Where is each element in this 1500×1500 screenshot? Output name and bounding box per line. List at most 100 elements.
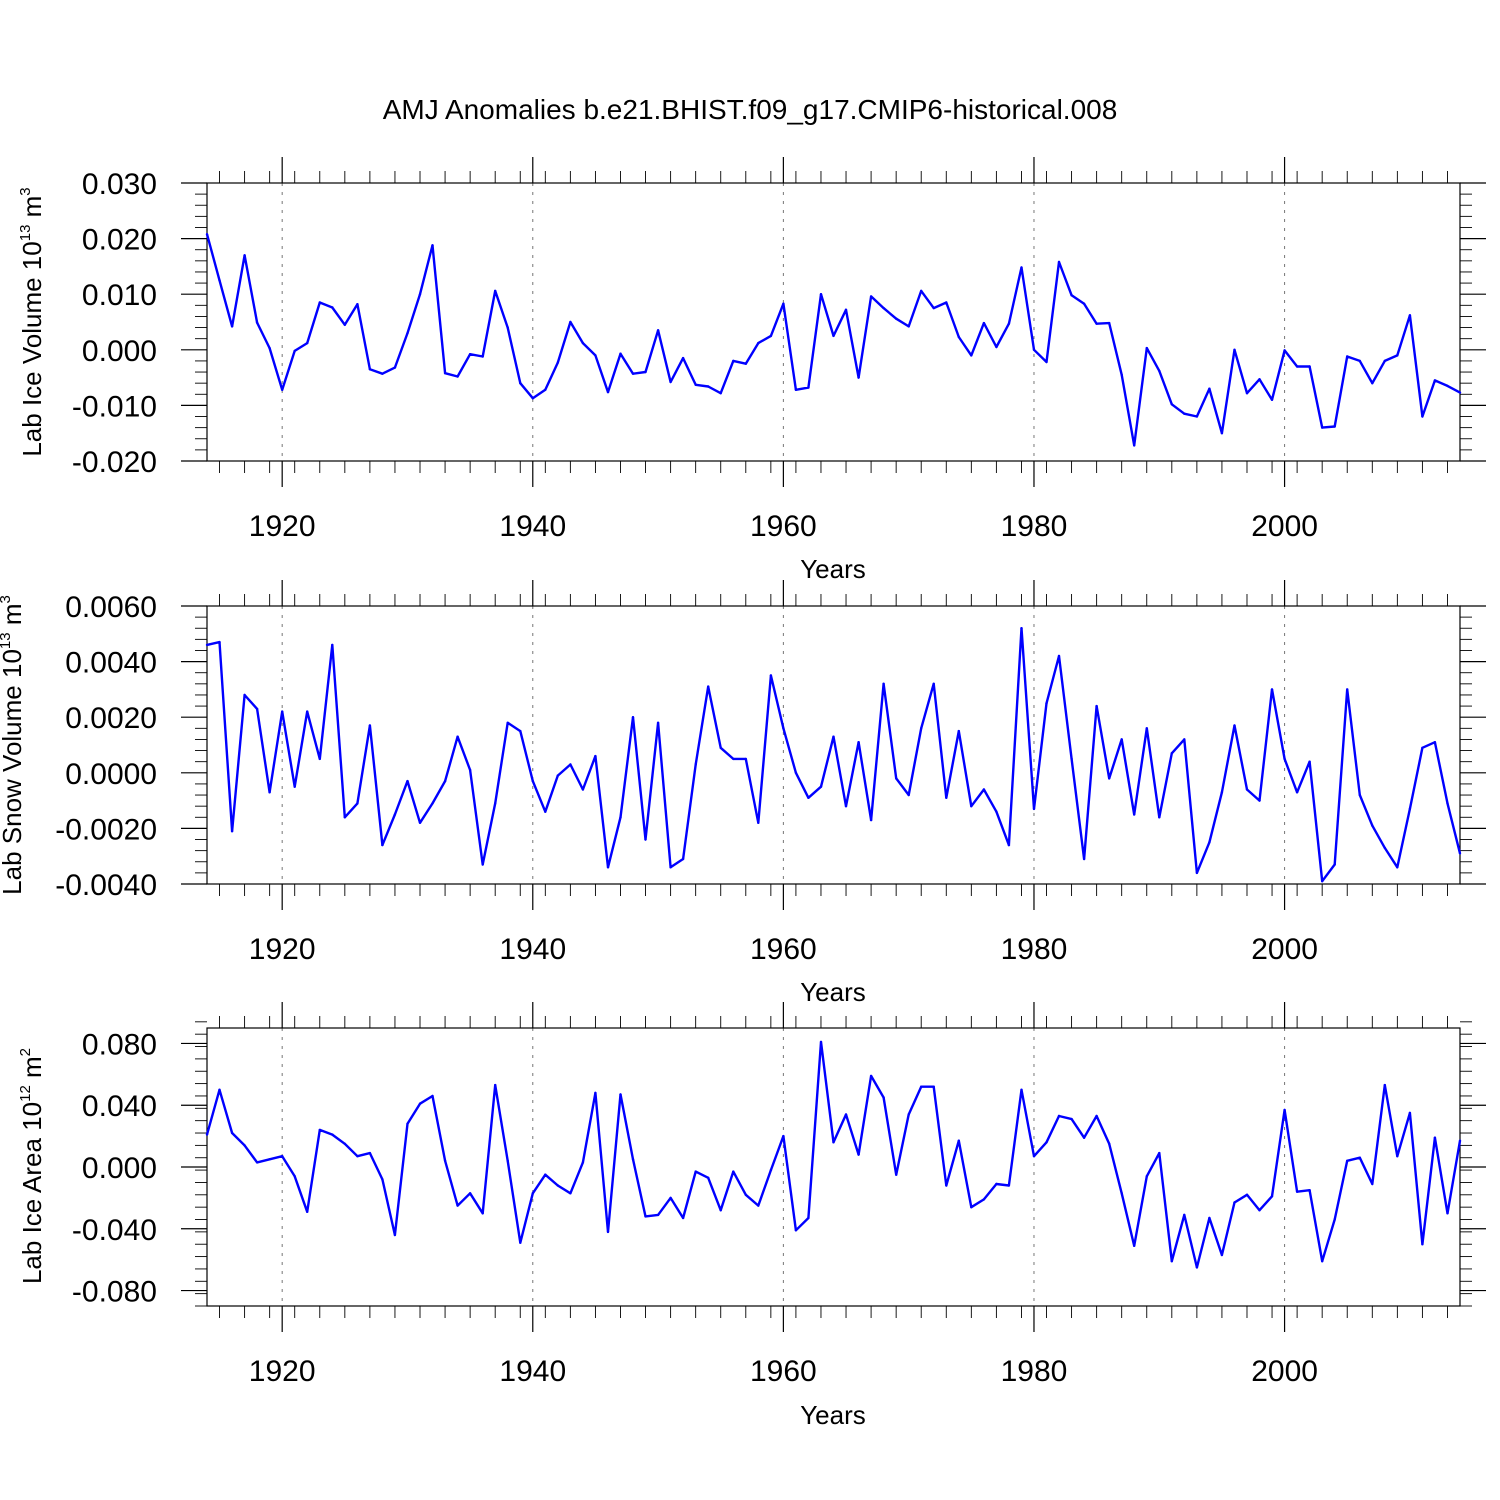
ice-volume-x-tick-label-2000: 2000: [1251, 510, 1318, 543]
snow-volume-data-point: [443, 779, 447, 783]
ice-area-data-point: [205, 1133, 209, 1136]
snow-volume-y-tick-label-neg0p004: -0.0040: [55, 869, 157, 902]
snow-volume-data-point: [1220, 791, 1224, 794]
ice-area-data-point: [669, 1196, 672, 1200]
ice-area-data-point: [1396, 1155, 1399, 1158]
ice-volume-data-point: [1158, 369, 1161, 373]
ice-area-data-point: [1032, 1155, 1036, 1158]
ice-area-data-point: [794, 1229, 798, 1232]
snow-volume-data-point: [1133, 813, 1136, 816]
ice-area-data-point: [569, 1192, 572, 1195]
ice-area-data-point: [732, 1170, 735, 1173]
ice-volume-data-point: [1346, 355, 1349, 358]
ice-volume-data-point: [619, 352, 622, 355]
snow-volume-data-point: [1195, 871, 1199, 875]
ice-area-data-point: [356, 1155, 359, 1158]
snow-volume-data-point: [1245, 788, 1249, 791]
snow-volume-data-point: [293, 785, 296, 788]
snow-volume-data-point: [1208, 841, 1211, 844]
snow-volume-data-point: [494, 802, 497, 805]
snow-volume-data-point: [343, 816, 346, 819]
ice-volume-data-point: [443, 372, 447, 375]
snow-volume-data-point: [907, 793, 910, 797]
ice-volume-x-tick-label-1940: 1940: [499, 510, 566, 543]
ice-area-data-point: [1383, 1083, 1387, 1087]
ice-area-x-axis-label: Years: [800, 1400, 866, 1430]
snow-volume-data-point: [393, 813, 397, 816]
ice-area-data-point: [1321, 1260, 1324, 1263]
snow-volume-data-point: [569, 763, 572, 766]
ice-volume-data-point: [957, 335, 960, 339]
snow-volume-x-tick-label-1940: 1940: [499, 933, 566, 966]
ice-volume-data-point: [281, 388, 284, 391]
snow-volume-data-point: [243, 693, 246, 697]
snow-volume-data-point: [268, 791, 271, 794]
ice-volume-data-point: [1321, 426, 1324, 429]
snow-volume-data-point: [255, 707, 259, 711]
ice-volume-data-point: [1057, 260, 1061, 264]
ice-volume-data-point: [381, 372, 384, 375]
ice-volume-data-point: [519, 382, 522, 385]
ice-volume-data-point: [907, 325, 910, 328]
ice-area-data-point: [1446, 1212, 1449, 1215]
ice-volume-data-point: [356, 303, 359, 306]
ice-area-series-line: [205, 1040, 1462, 1269]
snow-volume-data-point: [857, 741, 860, 744]
ice-volume-data-point: [794, 388, 798, 391]
ice-area-data-point: [1195, 1266, 1199, 1269]
ice-volume-data-point: [982, 321, 986, 325]
ice-area-data-point: [381, 1178, 384, 1181]
ice-area-data-point: [1270, 1195, 1274, 1198]
snow-volume-data-point: [1158, 816, 1161, 819]
snow-volume-data-point: [1358, 793, 1362, 797]
snow-volume-data-point: [681, 857, 685, 861]
ice-area-data-point: [506, 1159, 509, 1163]
ice-volume-data-point: [945, 301, 948, 304]
ice-volume-data-point: [1120, 373, 1123, 376]
snow-volume-data-point: [1295, 791, 1299, 794]
snow-volume-data-point: [1233, 724, 1236, 727]
ice-volume-data-point: [218, 279, 221, 282]
ice-volume-data-point: [1446, 384, 1449, 388]
snow-volume-data-point: [644, 838, 647, 841]
snow-volume-series-line: [206, 627, 1462, 883]
ice-volume-data-point: [1283, 349, 1286, 352]
ice-area-data-point: [882, 1096, 885, 1099]
ice-area-data-point: [255, 1161, 259, 1164]
ice-area-plot-frame: [206, 1027, 1461, 1307]
snow-volume-data-point: [1446, 802, 1449, 805]
ice-volume-data-point: [1408, 314, 1412, 317]
ice-area-panel: Lab Ice Area 1012 m2 Years 1920 1940 1960 1…: [17, 1002, 1486, 1430]
ice-area-data-point: [1358, 1156, 1362, 1159]
snow-volume-plot-frame: [206, 605, 1461, 885]
ice-area-y-tick-label-0p08: 0.080: [82, 1028, 157, 1061]
ice-volume-data-point: [506, 326, 509, 329]
snow-volume-data-point: [982, 788, 986, 791]
snow-volume-data-point: [1346, 688, 1349, 691]
ice-volume-data-point: [531, 397, 534, 400]
ice-volume-data-point: [1020, 266, 1023, 269]
ice-area-data-point: [1295, 1190, 1299, 1193]
ice-area-data-point: [606, 1230, 610, 1234]
ice-area-data-point: [456, 1204, 459, 1207]
ice-area-data-point: [1045, 1141, 1048, 1144]
snow-volume-data-point: [506, 721, 509, 724]
ice-volume-data-point: [393, 366, 397, 369]
ice-volume-data-point: [970, 354, 973, 357]
snow-volume-data-point: [694, 763, 697, 766]
ice-area-data-point: [468, 1192, 472, 1195]
ice-volume-data-point: [230, 325, 234, 328]
snow-volume-y-axis-label: Lab Snow Volume 1013 m3: [0, 595, 27, 895]
snow-volume-data-point: [468, 768, 472, 772]
snow-volume-data-point: [418, 821, 422, 824]
ice-volume-data-point: [1233, 348, 1236, 351]
snow-volume-data-point: [807, 796, 810, 799]
ice-volume-data-point: [456, 375, 459, 378]
ice-volume-data-point: [1270, 398, 1274, 401]
ice-volume-data-point: [331, 306, 334, 309]
ice-volume-data-point: [1170, 403, 1174, 406]
ice-area-data-point: [230, 1131, 234, 1135]
ice-volume-data-point: [807, 386, 810, 389]
ice-area-data-point: [556, 1184, 559, 1187]
